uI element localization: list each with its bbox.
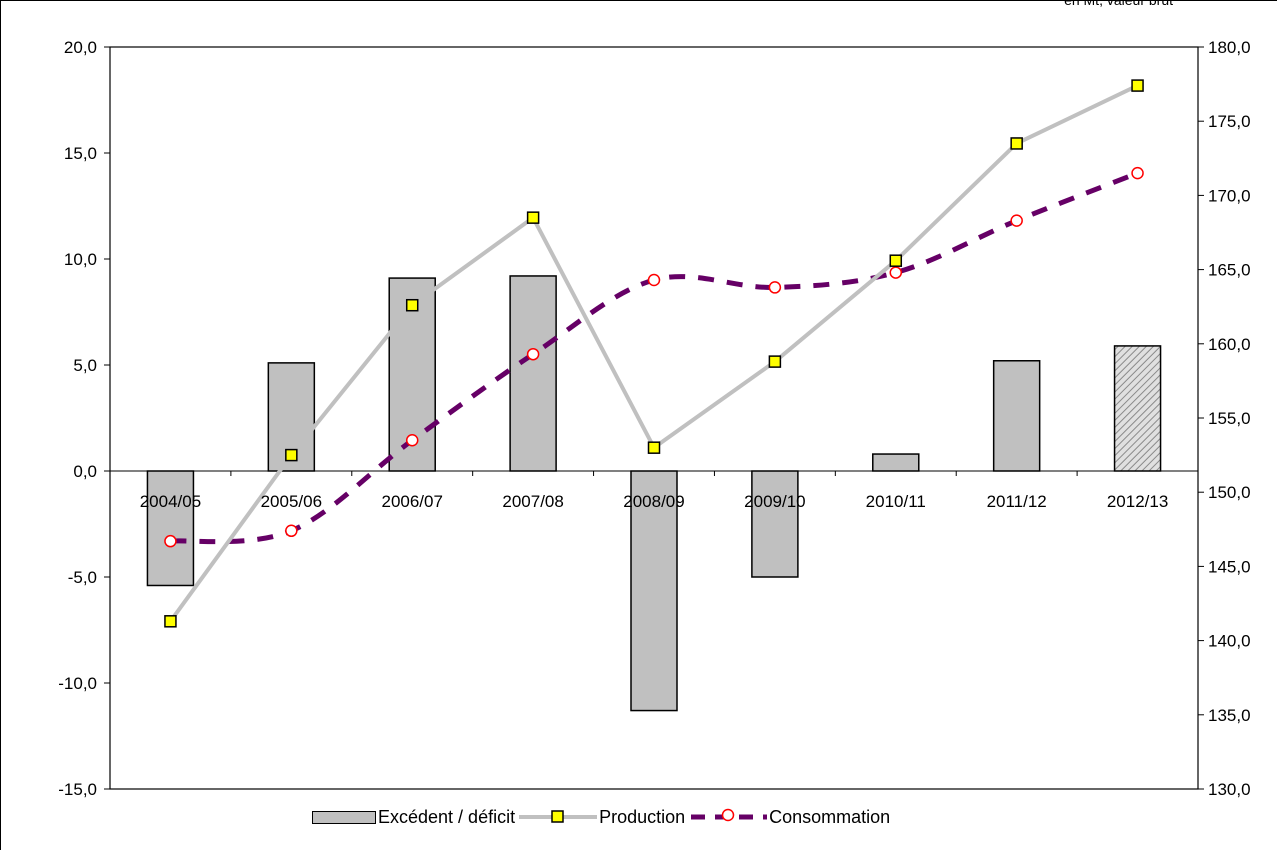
x-tick-label: 2004/05 [140, 492, 201, 511]
right-tick-label: 165,0 [1208, 261, 1251, 280]
right-tick-label: 155,0 [1208, 409, 1251, 428]
x-tick-label: 2011/12 [987, 492, 1047, 511]
x-tick-label: 2008/09 [623, 492, 684, 511]
left-tick-label: 10,0 [64, 250, 97, 269]
consumption-point-2011-12 [1010, 214, 1023, 227]
production-point-2011-12 [1010, 137, 1023, 150]
x-tick-label: 2006/07 [381, 492, 442, 511]
right-tick-label: 180,0 [1208, 38, 1251, 57]
legend-swatch-surplus [312, 810, 376, 824]
bar-2012-13 [1113, 345, 1162, 472]
axes-group [104, 46, 1204, 790]
left-tick-label: 0,0 [73, 462, 97, 481]
bar-2008-09 [630, 470, 678, 712]
x-tick-label: 2009/10 [744, 492, 805, 511]
x-tick-label: 2007/08 [502, 492, 563, 511]
production-point-2010-11 [889, 254, 903, 267]
legend-swatch-consumption [691, 808, 768, 822]
bar-2010-11 [872, 453, 920, 472]
right-tick-label: 160,0 [1208, 335, 1251, 354]
right-tick-label: 175,0 [1208, 112, 1251, 131]
bar-2007-08 [509, 275, 557, 472]
unit-note: en Mt, valeur brut [1064, 0, 1173, 8]
left-tick-label: 20,0 [64, 38, 97, 57]
legend-item-consumption: Consommation [689, 807, 894, 828]
bars-group [146, 275, 1162, 712]
right-tick-label: 135,0 [1208, 706, 1251, 725]
production-point-2006-07 [405, 298, 419, 312]
consumption-point-2010-11 [889, 266, 903, 279]
left-tick-label: -5,0 [68, 568, 97, 587]
consumption-point-2012-13 [1131, 166, 1144, 180]
production-point-2005-06 [285, 448, 298, 462]
right-tick-label: 170,0 [1208, 186, 1251, 205]
consumption-point-2008-09 [647, 273, 661, 287]
production-point-2007-08 [526, 211, 540, 224]
production-point-2004-05 [164, 615, 177, 628]
production-point-2008-09 [647, 441, 661, 454]
consumption-point-2007-08 [526, 347, 540, 361]
left-tick-label: 15,0 [64, 144, 97, 163]
legend-item-production: Production [519, 807, 689, 828]
x-tick-label: 2005/06 [261, 492, 322, 511]
legend-label-surplus: Excédent / déficit [378, 806, 516, 827]
legend-label-consumption: Consommation [769, 806, 891, 827]
right-tick-label: 140,0 [1208, 632, 1251, 651]
consumption-point-2006-07 [405, 434, 419, 447]
bar-2009-10 [751, 470, 799, 578]
x-tick-label: 2012/13 [1107, 492, 1168, 511]
bar-2011-12 [992, 360, 1041, 472]
left-tick-label: -15,0 [58, 780, 97, 799]
bar-2004-05 [146, 470, 195, 587]
legend: Excédent / déficit Production Consommati… [312, 802, 894, 832]
right-tick-label: 150,0 [1208, 483, 1251, 502]
legend-label-production: Production [599, 806, 686, 827]
labels-group: -15,0 -10,0 -5,0 0,0 5,0 10,0 15,0 20,0 130,0 135… [58, 38, 1250, 799]
x-tick-label: 2010/11 [866, 492, 926, 511]
consumption-point-2005-06 [285, 524, 298, 538]
consumption-point-2004-05 [164, 534, 177, 548]
right-tick-label: 130,0 [1208, 780, 1251, 799]
production-point-2012-13 [1131, 79, 1144, 92]
consumption-point-2009-10 [768, 281, 782, 294]
markers-group [164, 79, 1144, 628]
left-tick-label: -10,0 [58, 674, 97, 693]
right-tick-label: 145,0 [1208, 557, 1251, 576]
production-point-2009-10 [768, 355, 782, 368]
legend-item-surplus: Excédent / déficit [312, 807, 519, 828]
legend-swatch-production [519, 810, 598, 823]
left-tick-label: 5,0 [73, 356, 97, 375]
